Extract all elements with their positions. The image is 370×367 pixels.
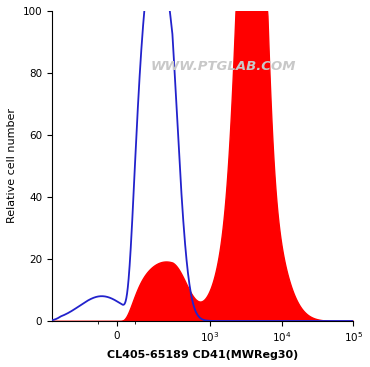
- Text: WWW.PTGLAB.COM: WWW.PTGLAB.COM: [151, 60, 296, 73]
- Y-axis label: Relative cell number: Relative cell number: [7, 109, 17, 224]
- X-axis label: CL405-65189 CD41(MWReg30): CL405-65189 CD41(MWReg30): [107, 350, 298, 360]
